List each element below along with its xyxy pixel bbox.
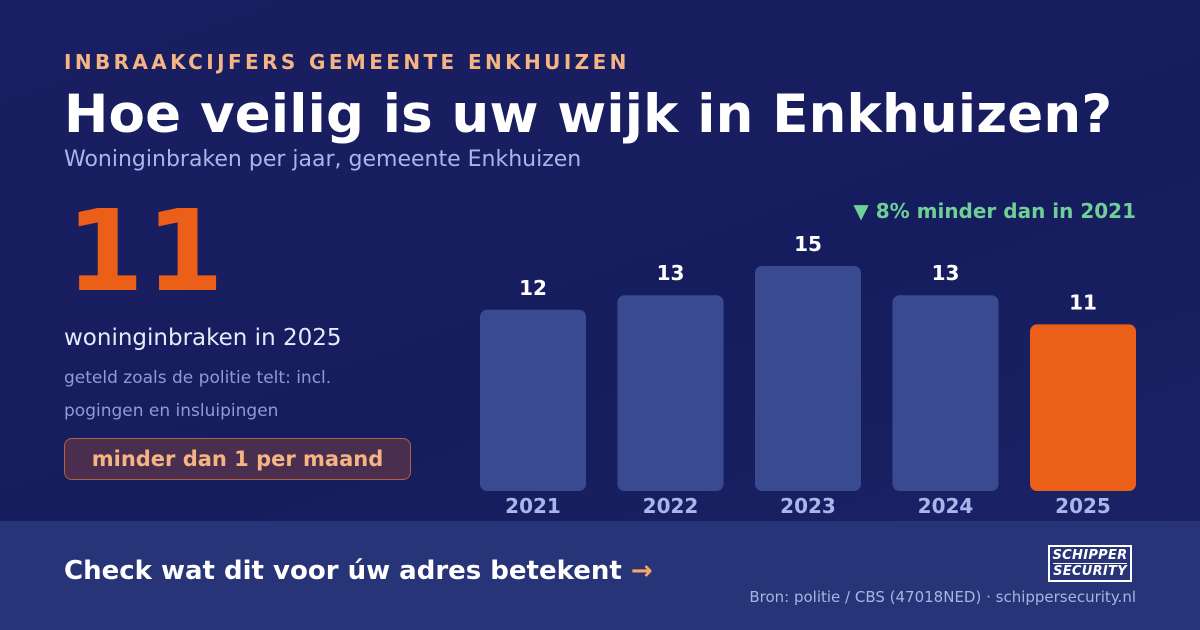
- bar-value-label: 13: [932, 261, 960, 285]
- x-tick-label: 2022: [643, 494, 699, 518]
- highlight-note: geteld zoals de politie telt: incl. pogi…: [64, 368, 332, 421]
- bar-value-label: 11: [1069, 290, 1097, 314]
- bar-2024: [892, 295, 999, 491]
- cta-text: Check wat dit voor úw adres betekent: [64, 556, 622, 586]
- highlight-caption: woninginbraken in 2025: [64, 325, 342, 351]
- logo-line-1: SCHIPPER: [1052, 548, 1128, 563]
- bar-value-label: 15: [794, 232, 822, 256]
- x-tick-label: 2021: [505, 494, 561, 518]
- arrow-right-icon: →: [630, 556, 653, 586]
- brand-logo: SCHIPPER SECURITY: [1048, 545, 1132, 582]
- x-tick-label: 2024: [918, 494, 974, 518]
- x-tick-label: 2023: [780, 494, 836, 518]
- bar-2023: [755, 266, 861, 491]
- bar-2022: [617, 295, 724, 491]
- page-title: Hoe veilig is uw wijk in Enkhuizen?: [64, 84, 1113, 145]
- cta-link[interactable]: Check wat dit voor úw adres betekent →: [64, 556, 653, 586]
- bar-value-label: 12: [519, 276, 547, 300]
- monthly-badge: minder dan 1 per maand: [64, 438, 411, 480]
- x-tick-label: 2025: [1055, 494, 1111, 518]
- source-note: Bron: politie / CBS (47018NED) · schippe…: [749, 588, 1136, 606]
- footer-bar: Check wat dit voor úw adres betekent → S…: [0, 521, 1200, 630]
- bar-chart: 12 2021 13 2022 15 2023 13 2024 11 2025: [480, 232, 1136, 518]
- logo-line-2: SECURITY: [1053, 563, 1127, 579]
- bar-2025: [1030, 324, 1136, 491]
- bar-2021: [480, 309, 586, 491]
- eyebrow-label: INBRAAKCIJFERS GEMEENTE ENKHUIZEN: [64, 50, 630, 74]
- page-subtitle: Woninginbraken per jaar, gemeente Enkhui…: [64, 147, 582, 172]
- bar-value-label: 13: [657, 261, 685, 285]
- trend-indicator: ▼ 8% minder dan in 2021: [853, 199, 1136, 223]
- highlight-number: 11: [66, 187, 226, 317]
